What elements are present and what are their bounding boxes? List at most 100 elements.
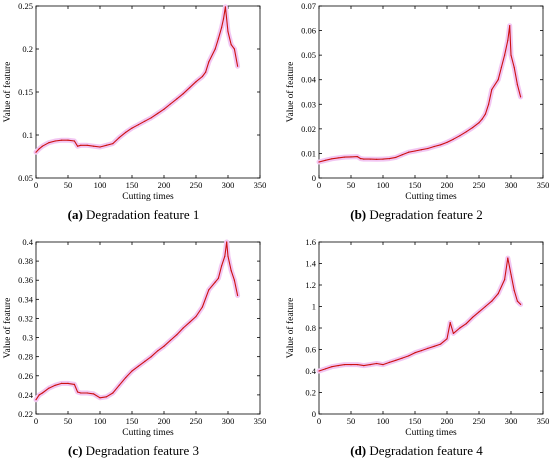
chart-d-point xyxy=(414,352,416,354)
chart-d-point xyxy=(452,332,454,334)
chart-c-point xyxy=(131,370,133,372)
chart-c-ytick-label: 0.26 xyxy=(18,371,33,381)
chart-c-point xyxy=(150,356,152,358)
chart-b-point xyxy=(440,144,442,146)
chart-b-point xyxy=(344,156,346,158)
chart-b-point xyxy=(318,161,320,163)
chart-c-point xyxy=(195,315,197,318)
chart-c-point xyxy=(189,321,191,323)
chart-c-ytick-label: 0.22 xyxy=(18,409,33,419)
chart-a-point xyxy=(112,143,114,145)
chart-b-point xyxy=(350,156,352,158)
chart-b-point xyxy=(446,141,448,143)
chart-d-point xyxy=(324,368,326,370)
chart-d-point xyxy=(331,366,333,368)
chart-b-point xyxy=(520,96,522,98)
chart-d-point xyxy=(497,293,499,295)
chart-b-point xyxy=(433,145,435,148)
chart-d-xtick-label: 150 xyxy=(409,416,422,426)
chart-b-point xyxy=(408,151,410,153)
chart-d-point xyxy=(376,362,378,365)
chart-panel-b: 0 50 100 150 200 250 300 350 0 0.01 0.02 0.03 0.04 0.… xyxy=(283,0,550,222)
chart-d-point xyxy=(344,364,346,366)
chart-d-ytick-label: 0.8 xyxy=(305,323,316,333)
chart-d-xtick-label: 300 xyxy=(505,416,518,426)
chart-c-point xyxy=(176,334,178,336)
chart-a-point xyxy=(221,26,223,29)
chart-a-point xyxy=(205,71,207,73)
chart-d-xlabel: Cutting times xyxy=(405,428,457,438)
chart-c-point xyxy=(227,255,229,257)
chart-d-point xyxy=(382,364,384,366)
chart-b-point xyxy=(472,127,474,129)
chart-d-xtick-label: 200 xyxy=(441,416,454,426)
chart-a-caption-letter: (a) xyxy=(67,207,83,222)
chart-a-point xyxy=(137,124,139,126)
chart-c-xtick-label: 300 xyxy=(222,416,235,426)
chart-c-svg: 0 50 100 150 200 250 300 350 0.22 0.24 0.26 0.28 0.3… xyxy=(2,237,266,438)
chart-d-point xyxy=(408,355,410,357)
chart-c-point xyxy=(35,399,37,401)
chart-d-point xyxy=(472,316,474,318)
chart-a-point xyxy=(169,103,171,105)
chart-a-point xyxy=(195,81,197,83)
chart-b-point xyxy=(500,66,502,68)
chart-d-point xyxy=(449,322,451,324)
chart-c-point xyxy=(182,327,184,329)
chart-d-point xyxy=(459,327,461,329)
chart-panel-c: 0 50 100 150 200 250 300 350 0.22 0.24 0.26 0.28 0.3… xyxy=(0,236,267,458)
chart-c-point xyxy=(208,289,210,291)
chart-c-point xyxy=(61,382,63,384)
chart-b-point xyxy=(491,88,493,91)
chart-a-ytick-label: 0.25 xyxy=(18,1,33,11)
chart-a-point xyxy=(61,139,63,141)
chart-c-point xyxy=(54,384,56,386)
chart-a-ylabel: Value of feature xyxy=(2,62,13,123)
chart-b-point xyxy=(481,118,483,120)
chart-b-caption-text: Degradation feature 2 xyxy=(369,207,483,222)
chart-c-point xyxy=(67,382,69,384)
chart-c-series-line xyxy=(35,241,239,401)
chart-a-point xyxy=(86,144,88,146)
chart-c-point xyxy=(226,241,228,243)
chart-d-xtick-label: 100 xyxy=(377,416,390,426)
chart-d-ylabel: Value of feature xyxy=(285,298,296,359)
chart-a-point xyxy=(230,44,232,46)
chart-c-series-band xyxy=(33,239,241,403)
chart-d-caption-letter: (d) xyxy=(350,443,367,458)
chart-d-series-line xyxy=(318,257,521,372)
chart-d-ytick-label: 1.4 xyxy=(305,259,316,269)
chart-d-point xyxy=(369,364,371,366)
chart-d-ytick-label: 1.6 xyxy=(305,237,316,247)
chart-b-point xyxy=(376,158,378,160)
chart-b-xlabel: Cutting times xyxy=(405,192,457,202)
chart-c-point xyxy=(41,392,44,394)
chart-d-ytick-label: 1 xyxy=(312,302,316,312)
chart-a-point xyxy=(48,142,50,144)
chart-b-point xyxy=(484,113,486,115)
chart-d-xtick-label: 0 xyxy=(317,416,321,426)
chart-b-ytick-label: 0 xyxy=(312,173,316,183)
chart-b-ytick-label: 0.06 xyxy=(301,26,316,36)
chart-c-point xyxy=(169,339,171,341)
chart-d-point xyxy=(513,289,515,291)
chart-a-ytick-label: 0.15 xyxy=(18,87,33,97)
chart-a-point xyxy=(41,145,44,147)
chart-b-point xyxy=(324,159,326,161)
chart-a-point xyxy=(150,117,152,119)
chart-b-point xyxy=(427,147,429,150)
chart-a-point xyxy=(214,48,216,50)
chart-c-point xyxy=(144,360,146,362)
chart-a-xtick-label: 300 xyxy=(222,180,235,190)
chart-c-point xyxy=(38,394,40,396)
chart-a-point xyxy=(217,38,219,40)
chart-b-point xyxy=(369,158,371,160)
chart-a-xtick-label: 150 xyxy=(126,180,139,190)
chart-d-xtick-label: 350 xyxy=(537,416,550,426)
chart-a-point xyxy=(35,151,37,153)
chart-a-point xyxy=(224,6,226,8)
chart-b-series-line xyxy=(318,25,522,163)
chart-d-point xyxy=(440,343,442,345)
chart-c-point xyxy=(125,377,127,379)
chart-b-point xyxy=(465,131,467,133)
